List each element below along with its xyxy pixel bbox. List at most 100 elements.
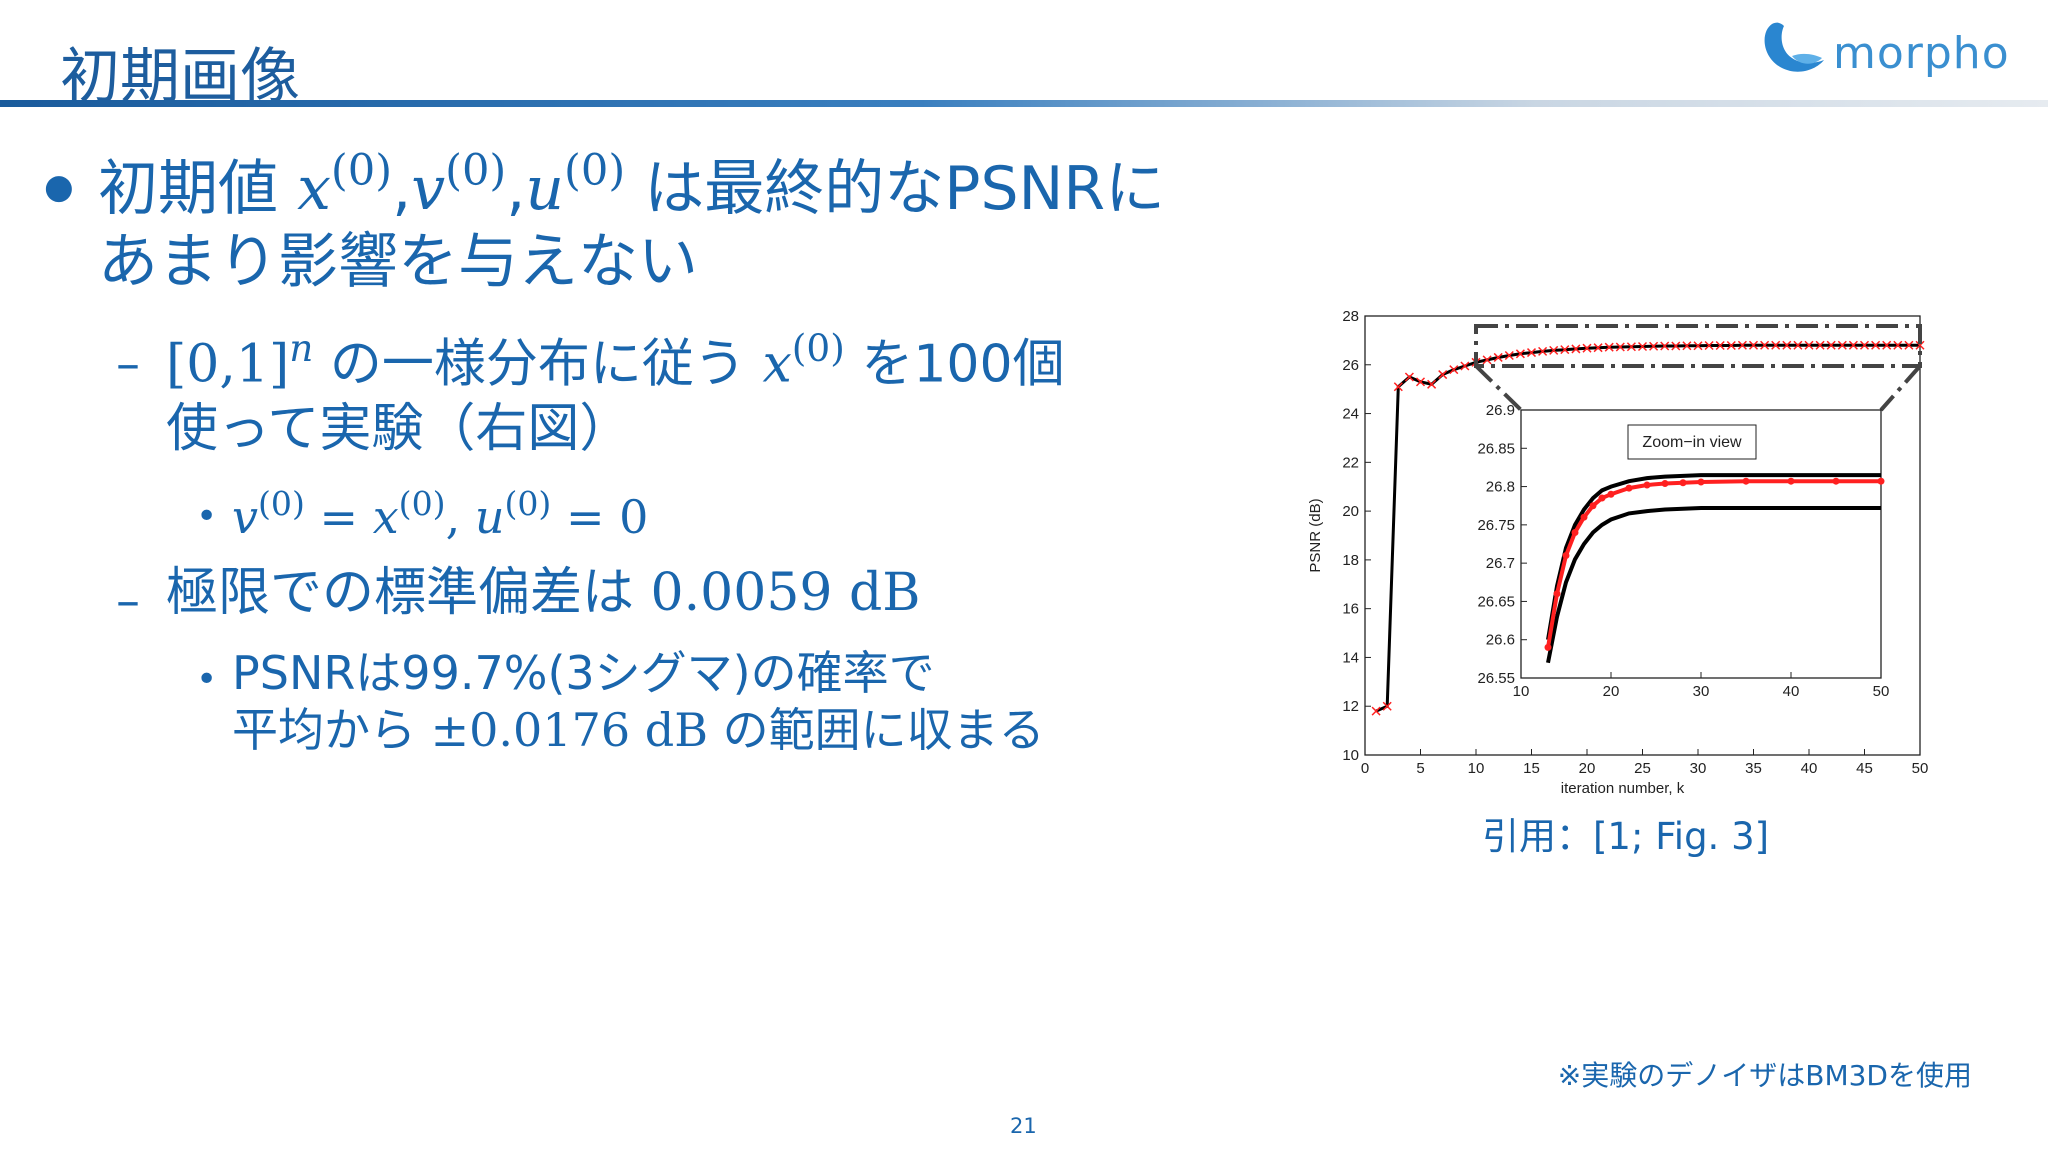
point-marker — [1571, 344, 1581, 354]
math-italic: x — [297, 153, 331, 224]
y-tick-label: 26.55 — [1477, 670, 1515, 687]
point-marker — [1589, 502, 1597, 510]
point-marker — [1882, 340, 1892, 350]
point-marker — [1625, 484, 1633, 492]
point-marker — [1742, 477, 1750, 485]
zoom-connector — [1474, 364, 1523, 412]
x-tick-label: 35 — [1745, 760, 1762, 777]
x-tick-label: 30 — [1693, 683, 1710, 700]
point-marker — [1832, 477, 1840, 485]
text-run: の範囲に収まる — [708, 703, 1045, 757]
point-marker — [1371, 706, 1381, 716]
y-tick-label: 26.75 — [1477, 517, 1515, 534]
text-run: を100個 — [844, 334, 1065, 395]
x-tick-label: 20 — [1603, 683, 1620, 700]
text-run: , — [506, 153, 526, 224]
point-marker — [1643, 481, 1651, 489]
point-marker — [1404, 372, 1414, 382]
x-tick-label: 10 — [1513, 683, 1530, 700]
point-marker — [1826, 340, 1836, 350]
point-marker — [1604, 342, 1614, 352]
annotation-box — [1627, 424, 1757, 460]
x-tick-label: 25 — [1634, 760, 1651, 777]
point-marker — [1598, 494, 1606, 502]
point-marker — [1553, 590, 1561, 598]
y-tick-label: 26.85 — [1477, 440, 1515, 457]
y-tick-label: 16 — [1342, 601, 1359, 618]
bullet-marker: – — [116, 573, 140, 629]
y-tick-label: 26.8 — [1486, 479, 1515, 496]
point-marker — [1771, 340, 1781, 350]
math-roman: ±0.0176 dB — [430, 703, 708, 757]
y-tick-label: 20 — [1342, 503, 1359, 520]
point-marker — [1593, 343, 1603, 353]
point-marker — [1382, 701, 1392, 711]
math-italic: u — [525, 153, 565, 224]
math-italic: v — [232, 490, 258, 545]
point-marker — [1859, 340, 1870, 350]
point-marker — [1515, 349, 1525, 359]
y-tick-label: 24 — [1342, 406, 1359, 423]
x-axis-label: iteration number, k — [1561, 780, 1685, 797]
point-marker — [1580, 513, 1588, 521]
superscript: (0) — [398, 484, 446, 523]
math-italic: u — [474, 490, 505, 545]
point-marker — [1671, 341, 1681, 351]
point-marker — [1526, 348, 1537, 358]
x-tick-label: 0 — [1361, 760, 1369, 777]
y-tick-label: 28 — [1342, 308, 1359, 325]
point-marker — [1637, 341, 1648, 352]
point-marker — [1538, 346, 1548, 356]
superscript: (0) — [445, 146, 507, 196]
y-tick-label: 26.65 — [1477, 593, 1515, 610]
bullet-marker: • — [196, 496, 218, 537]
bullet-line: 極限での標準偏差は 0.0059 dB — [166, 567, 921, 619]
point-marker — [1493, 352, 1503, 362]
bullet-marker: – — [116, 336, 140, 392]
bullet-line: v(0) = x(0), u(0) = 0 — [232, 487, 648, 540]
text-run: の一様分布に従う — [313, 334, 763, 395]
superscript: (0) — [791, 326, 845, 370]
point-marker — [1748, 340, 1759, 350]
x-tick-label: 40 — [1801, 760, 1818, 777]
point-marker — [1737, 340, 1747, 350]
superscript: (0) — [330, 146, 393, 196]
superscript: (0) — [504, 484, 552, 523]
x-tick-label: 10 — [1468, 760, 1485, 777]
point-marker — [1793, 340, 1803, 350]
point-marker — [1560, 345, 1570, 355]
y-tick-label: 18 — [1342, 552, 1359, 569]
x-tick-label: 20 — [1579, 760, 1596, 777]
text-run: PSNRは99.7%(3シグマ)の確率で — [232, 646, 935, 700]
point-marker — [1460, 361, 1470, 371]
point-marker — [1679, 479, 1687, 487]
bullet-line: 初期値 x(0),v(0),u(0) は最終的なPSNRに — [98, 149, 1165, 218]
point-marker — [1427, 379, 1437, 389]
y-tick-label: 26.7 — [1486, 555, 1515, 572]
y-tick-label: 10 — [1342, 747, 1359, 764]
math-roman: = — [304, 490, 373, 545]
point-marker — [1660, 341, 1670, 351]
logo-mark — [1764, 22, 1824, 72]
math-roman: = 0 — [551, 490, 649, 545]
text-run: あまり影響を与えない — [98, 227, 698, 297]
math-roman: [0,1] — [166, 334, 290, 395]
text-run: 平均から — [232, 703, 431, 757]
text-run: 使って実験（右図） — [166, 399, 632, 459]
point-marker — [1760, 340, 1770, 350]
point-marker — [1562, 551, 1570, 559]
bullet-line: PSNRは99.7%(3シグマ)の確率で — [232, 650, 935, 696]
text-run: 極限での標準偏差は — [166, 563, 651, 623]
math-italic: v — [411, 153, 446, 224]
point-marker — [1915, 340, 1925, 350]
bullet-marker: ● — [44, 167, 74, 207]
point-marker — [1607, 490, 1615, 498]
x-tick-label: 15 — [1523, 760, 1540, 777]
point-marker — [1715, 340, 1725, 351]
point-marker — [1615, 342, 1625, 352]
point-marker — [1682, 341, 1692, 351]
bullet-line: あまり影響を与えない — [98, 232, 698, 292]
y-tick-label: 14 — [1342, 649, 1359, 666]
